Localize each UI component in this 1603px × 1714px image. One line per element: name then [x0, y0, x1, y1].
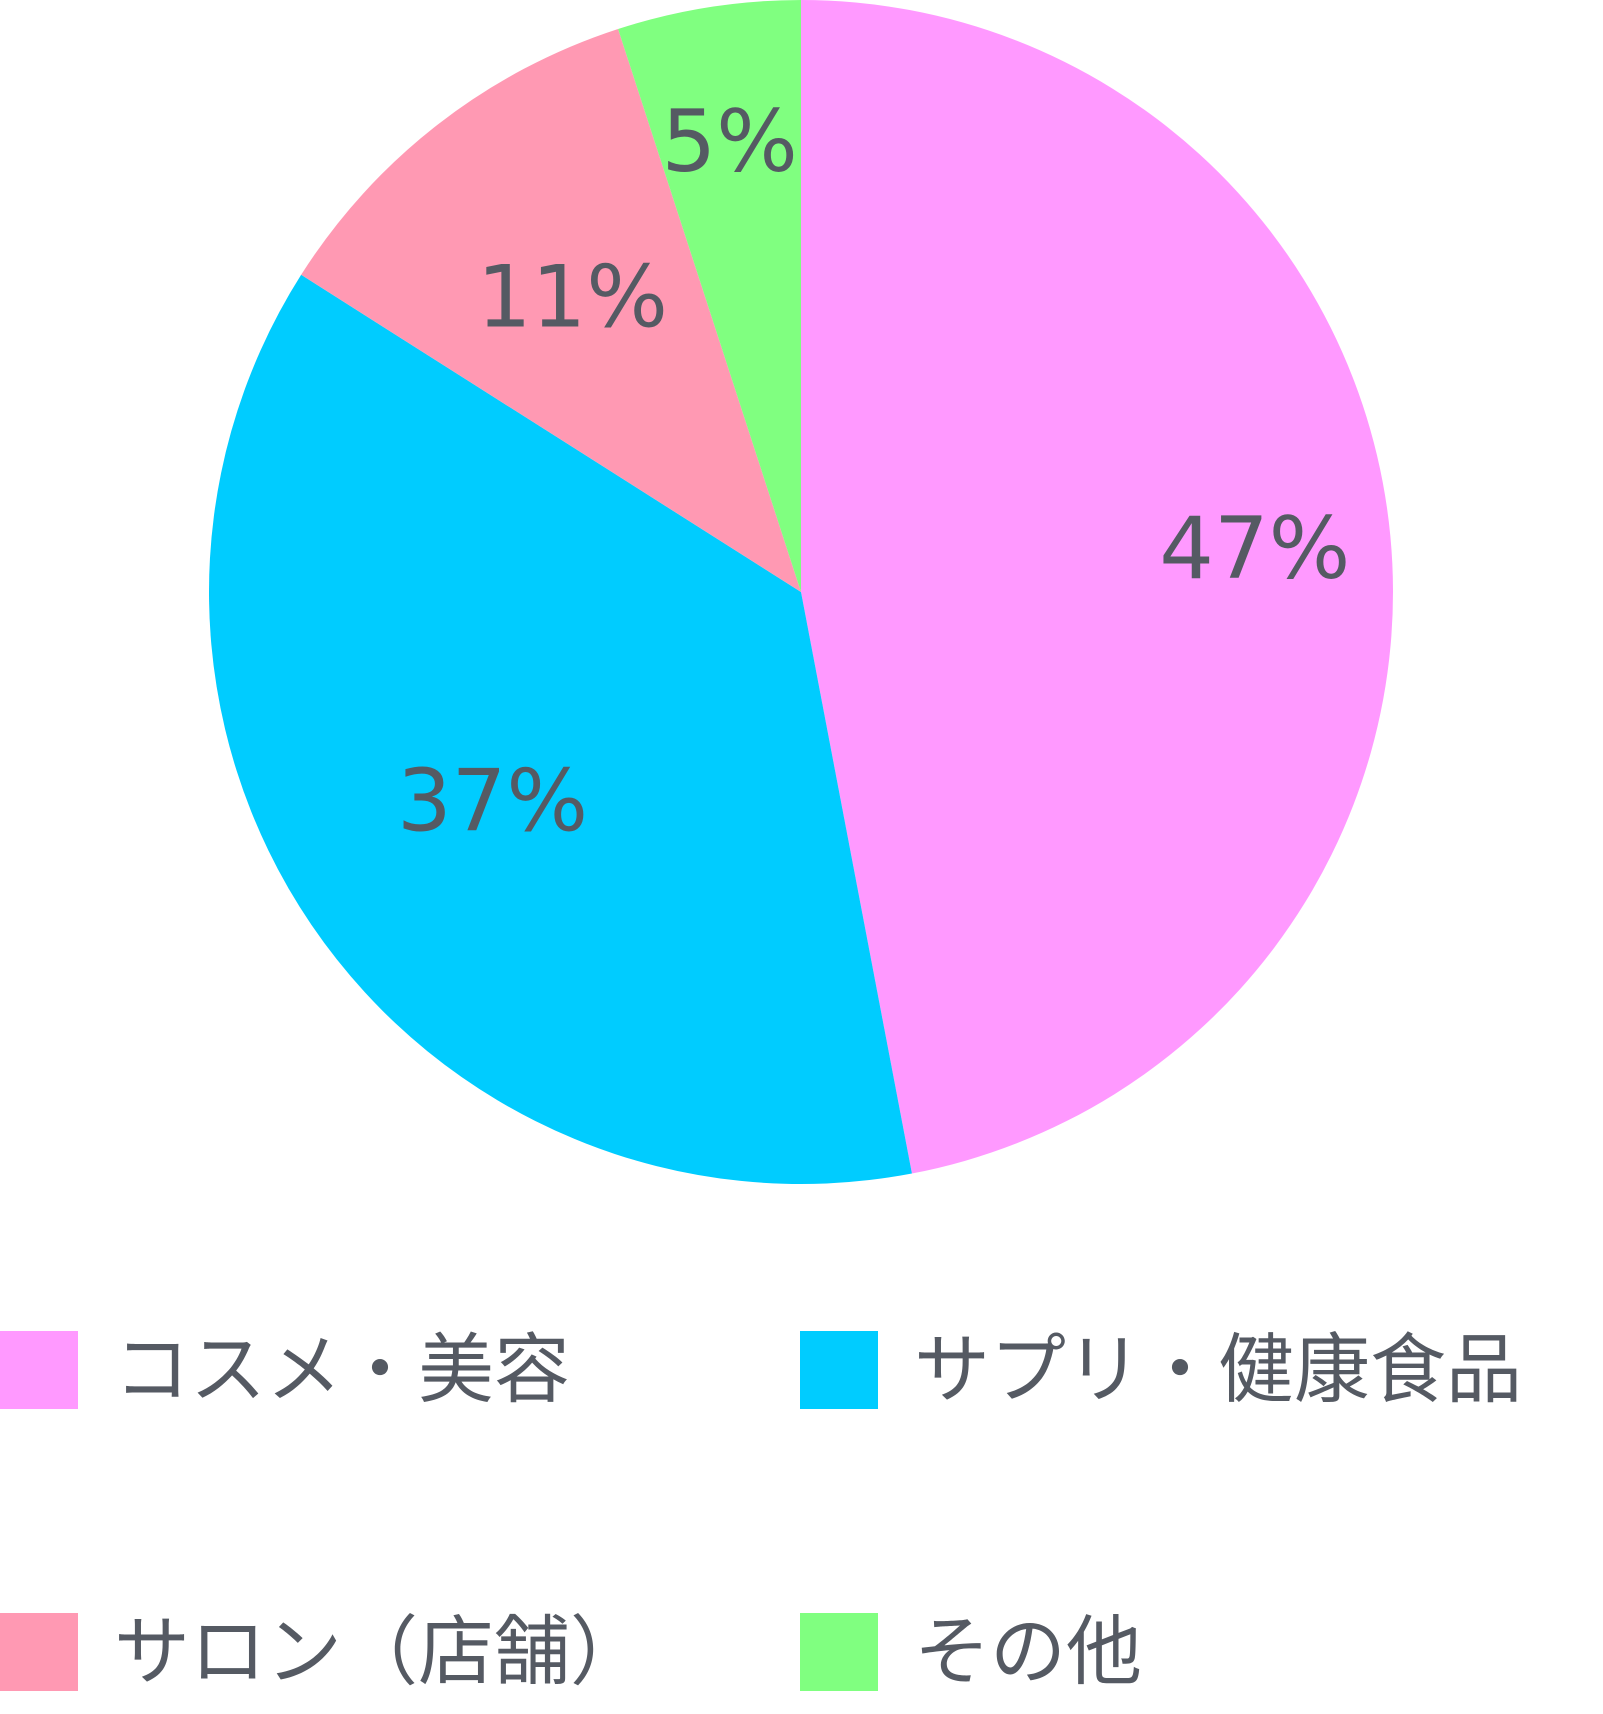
- legend-item-salon: サロン（店舗）: [0, 1612, 646, 1692]
- pie-slice-cosme: [801, 0, 1393, 1174]
- legend-item-supplement: サプリ・健康食品: [800, 1330, 1522, 1410]
- legend: コスメ・美容 サプリ・健康食品 サロン（店舗） その他: [0, 1300, 1603, 1714]
- legend-label-supplement: サプリ・健康食品: [914, 1325, 1522, 1414]
- pie-slices: [209, 0, 1393, 1184]
- pie-slice-labels: 47% 37% 11% 5%: [397, 92, 1350, 852]
- legend-label-cosme: コスメ・美容: [114, 1325, 570, 1414]
- slice-label-supplement: 37%: [397, 752, 588, 852]
- pie-slice-other: [618, 0, 801, 592]
- slice-label-cosme: 47%: [1159, 499, 1350, 599]
- legend-label-salon: サロン（店舗）: [114, 1607, 646, 1696]
- legend-swatch-cosme: [0, 1331, 78, 1409]
- legend-label-other: その他: [914, 1607, 1142, 1696]
- pie-slice-salon: [301, 28, 801, 592]
- legend-item-other: その他: [800, 1612, 1142, 1692]
- pie-slice-supplement: [209, 274, 912, 1184]
- legend-item-cosme: コスメ・美容: [0, 1330, 570, 1410]
- legend-swatch-supplement: [800, 1331, 878, 1409]
- legend-swatch-other: [800, 1613, 878, 1691]
- legend-swatch-salon: [0, 1613, 78, 1691]
- slice-label-other: 5%: [661, 92, 797, 192]
- slice-label-salon: 11%: [477, 247, 668, 347]
